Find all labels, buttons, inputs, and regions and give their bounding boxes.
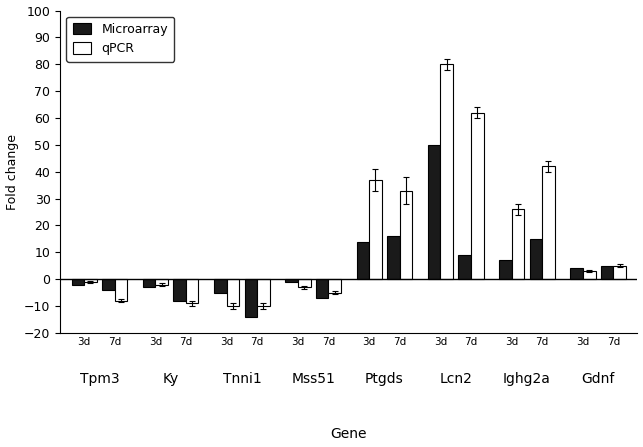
- Bar: [329, 279, 341, 293]
- Bar: [471, 113, 484, 279]
- Bar: [156, 279, 168, 285]
- Bar: [285, 279, 298, 282]
- Text: 3d: 3d: [505, 337, 518, 347]
- Bar: [583, 271, 595, 279]
- Bar: [542, 166, 555, 279]
- Bar: [458, 255, 471, 279]
- Text: 7d: 7d: [536, 337, 549, 347]
- Bar: [143, 279, 156, 287]
- Bar: [369, 180, 382, 279]
- Text: 7d: 7d: [393, 337, 406, 347]
- Bar: [530, 239, 542, 279]
- Bar: [257, 279, 269, 306]
- Text: 3d: 3d: [78, 337, 91, 347]
- Bar: [400, 190, 412, 279]
- Text: 7d: 7d: [464, 337, 478, 347]
- Text: 3d: 3d: [149, 337, 162, 347]
- Bar: [570, 268, 583, 279]
- Text: 3d: 3d: [291, 337, 305, 347]
- Text: 7d: 7d: [322, 337, 335, 347]
- Bar: [227, 279, 239, 306]
- Y-axis label: Fold change: Fold change: [6, 134, 19, 210]
- Text: 7d: 7d: [179, 337, 192, 347]
- Bar: [499, 260, 512, 279]
- Bar: [71, 279, 84, 285]
- Bar: [186, 279, 199, 304]
- Bar: [316, 279, 329, 298]
- Bar: [214, 279, 227, 293]
- Bar: [613, 266, 626, 279]
- Text: 7d: 7d: [607, 337, 620, 347]
- Bar: [102, 279, 114, 290]
- X-axis label: Gene: Gene: [331, 427, 367, 442]
- Bar: [114, 279, 127, 301]
- Bar: [387, 236, 400, 279]
- Bar: [428, 145, 440, 279]
- Text: 7d: 7d: [251, 337, 264, 347]
- Text: 3d: 3d: [434, 337, 447, 347]
- Bar: [440, 64, 453, 279]
- Bar: [512, 209, 524, 279]
- Bar: [174, 279, 186, 301]
- Bar: [357, 241, 369, 279]
- Bar: [298, 279, 311, 287]
- Text: 7d: 7d: [108, 337, 122, 347]
- Text: 3d: 3d: [363, 337, 376, 347]
- Text: 3d: 3d: [220, 337, 233, 347]
- Legend: Microarray, qPCR: Microarray, qPCR: [66, 17, 174, 62]
- Bar: [244, 279, 257, 317]
- Bar: [601, 266, 613, 279]
- Bar: [84, 279, 96, 282]
- Text: 3d: 3d: [576, 337, 590, 347]
